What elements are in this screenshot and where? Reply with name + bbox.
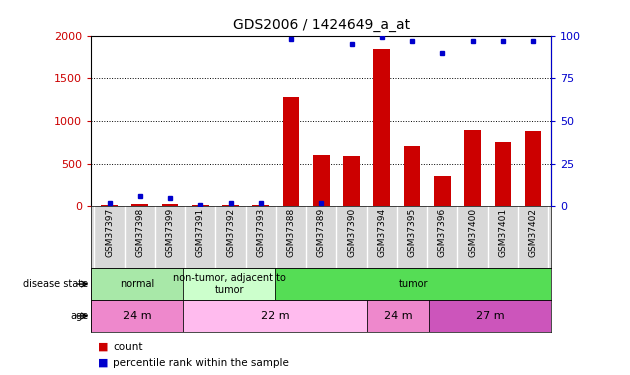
Bar xyxy=(91,300,183,332)
Text: GSM37400: GSM37400 xyxy=(468,208,477,257)
Text: GSM37401: GSM37401 xyxy=(498,208,507,257)
Bar xyxy=(283,97,299,206)
Text: non-tumor, adjacent to
tumor: non-tumor, adjacent to tumor xyxy=(173,273,286,295)
Bar xyxy=(222,205,239,206)
Text: GSM37394: GSM37394 xyxy=(377,208,386,257)
Bar xyxy=(253,205,269,206)
Text: GSM37392: GSM37392 xyxy=(226,208,235,257)
Bar xyxy=(374,49,390,206)
Bar xyxy=(275,268,551,300)
Text: 24 m: 24 m xyxy=(384,311,412,321)
Bar xyxy=(367,300,428,332)
Text: normal: normal xyxy=(120,279,154,289)
Text: ■: ■ xyxy=(98,358,108,368)
Bar xyxy=(183,268,275,300)
Text: age: age xyxy=(70,311,88,321)
Text: percentile rank within the sample: percentile rank within the sample xyxy=(113,358,289,368)
Text: GSM37397: GSM37397 xyxy=(105,208,114,257)
Bar xyxy=(404,146,420,206)
Title: GDS2006 / 1424649_a_at: GDS2006 / 1424649_a_at xyxy=(232,18,410,32)
Text: ■: ■ xyxy=(98,342,108,352)
Text: GSM37389: GSM37389 xyxy=(317,208,326,257)
Text: GSM37402: GSM37402 xyxy=(529,208,537,257)
Text: GSM37395: GSM37395 xyxy=(408,208,416,257)
Text: GSM37393: GSM37393 xyxy=(256,208,265,257)
Bar xyxy=(464,130,481,206)
Text: 27 m: 27 m xyxy=(476,311,504,321)
Bar xyxy=(313,155,329,206)
Text: tumor: tumor xyxy=(399,279,428,289)
Bar xyxy=(525,131,541,206)
Text: 24 m: 24 m xyxy=(123,311,152,321)
Text: GSM37399: GSM37399 xyxy=(166,208,175,257)
Text: 22 m: 22 m xyxy=(261,311,290,321)
Text: count: count xyxy=(113,342,143,352)
Bar xyxy=(101,204,118,206)
Text: GSM37391: GSM37391 xyxy=(196,208,205,257)
Bar xyxy=(132,204,148,206)
Text: GSM37390: GSM37390 xyxy=(347,208,356,257)
Bar xyxy=(343,156,360,206)
Text: GSM37396: GSM37396 xyxy=(438,208,447,257)
Bar xyxy=(434,176,450,206)
Text: GSM37388: GSM37388 xyxy=(287,208,295,257)
Text: disease state: disease state xyxy=(23,279,88,289)
Bar xyxy=(162,204,178,206)
Bar xyxy=(183,300,367,332)
Bar xyxy=(495,142,511,206)
Text: GSM37398: GSM37398 xyxy=(135,208,144,257)
Bar xyxy=(91,268,183,300)
Bar xyxy=(428,300,551,332)
